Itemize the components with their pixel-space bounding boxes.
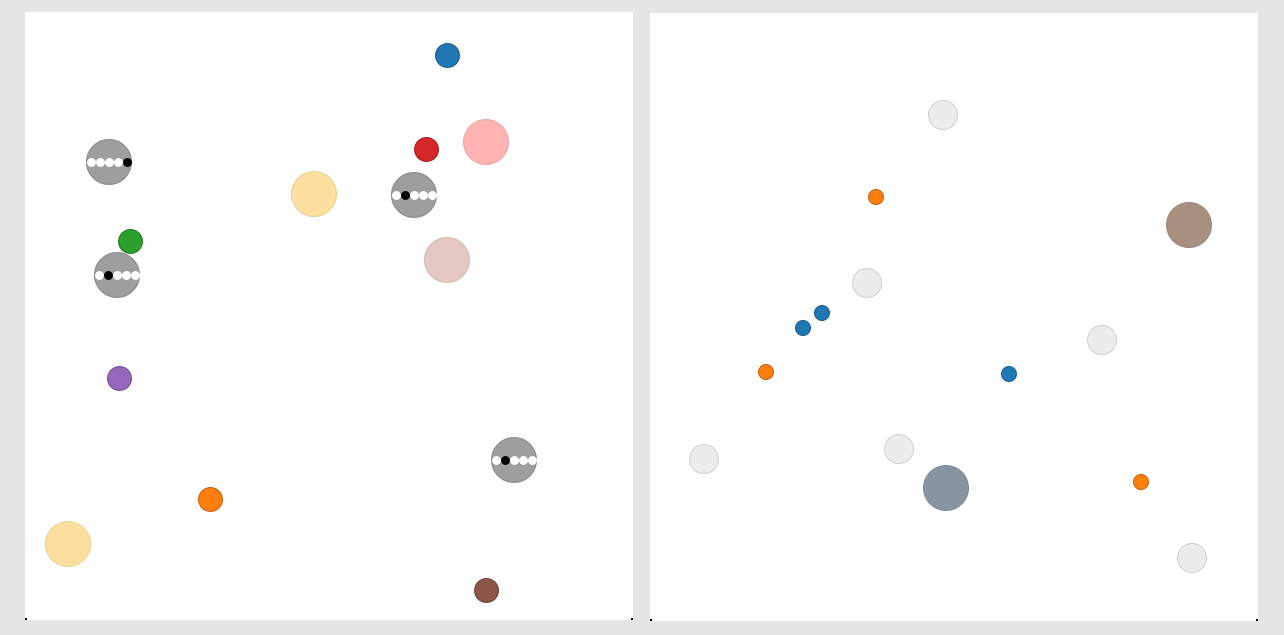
- blue-circle-2[interactable]: [795, 320, 811, 336]
- slot-dot: [86, 157, 96, 167]
- ghost-circle-6[interactable]: [1177, 543, 1207, 573]
- slot-dot: [130, 270, 140, 280]
- ghost-circle-3[interactable]: [1087, 325, 1117, 355]
- slot-indicator-1[interactable]: [86, 139, 132, 185]
- ghost-circle-4[interactable]: [884, 434, 914, 464]
- slot-dot: [409, 190, 419, 200]
- blue-circle[interactable]: [434, 42, 460, 68]
- right-panel[interactable]: [650, 13, 1258, 621]
- ghost-circle-5[interactable]: [689, 444, 719, 474]
- corner-tick: [25, 618, 27, 620]
- slot-dot: [427, 190, 437, 200]
- ghost-circle-1[interactable]: [928, 100, 958, 130]
- slot-dot: [518, 455, 528, 465]
- slot-dot: [121, 270, 131, 280]
- slot-dot-active: [103, 270, 113, 280]
- slot-dot: [95, 157, 105, 167]
- slot-dot: [94, 270, 104, 280]
- ghost-circle-2[interactable]: [852, 268, 882, 298]
- slot-dot: [527, 455, 537, 465]
- blue-circle-3[interactable]: [1001, 366, 1017, 382]
- slot-indicator-2[interactable]: [391, 172, 437, 218]
- tan-circle[interactable]: [1166, 202, 1212, 248]
- slot-dot: [491, 455, 501, 465]
- pink-circle[interactable]: [463, 119, 509, 165]
- orange-circle-3[interactable]: [1133, 474, 1149, 490]
- slot-dot-active: [500, 455, 510, 465]
- slot-dot-active: [400, 190, 410, 200]
- corner-tick: [650, 619, 652, 621]
- light-orange-circle[interactable]: [291, 171, 337, 217]
- slot-dot: [112, 270, 122, 280]
- brown-circle[interactable]: [473, 577, 499, 603]
- slot-dot: [391, 190, 401, 200]
- slot-dot-active: [122, 157, 132, 167]
- slate-circle[interactable]: [923, 465, 969, 511]
- green-circle[interactable]: [117, 228, 143, 254]
- left-panel[interactable]: [25, 12, 633, 620]
- light-orange-circle-2[interactable]: [45, 521, 91, 567]
- slot-indicator-3[interactable]: [94, 252, 140, 298]
- slot-dot: [418, 190, 428, 200]
- slot-dot: [509, 455, 519, 465]
- blue-circle-1[interactable]: [814, 305, 830, 321]
- purple-circle[interactable]: [106, 365, 132, 391]
- slot-indicator-4[interactable]: [491, 437, 537, 483]
- rose-circle[interactable]: [424, 237, 470, 283]
- red-circle[interactable]: [413, 136, 439, 162]
- slot-dot: [113, 157, 123, 167]
- corner-tick: [1256, 619, 1258, 621]
- slot-dot: [104, 157, 114, 167]
- corner-tick: [631, 618, 633, 620]
- orange-circle[interactable]: [868, 189, 884, 205]
- orange-circle[interactable]: [197, 486, 223, 512]
- orange-circle-2[interactable]: [758, 364, 774, 380]
